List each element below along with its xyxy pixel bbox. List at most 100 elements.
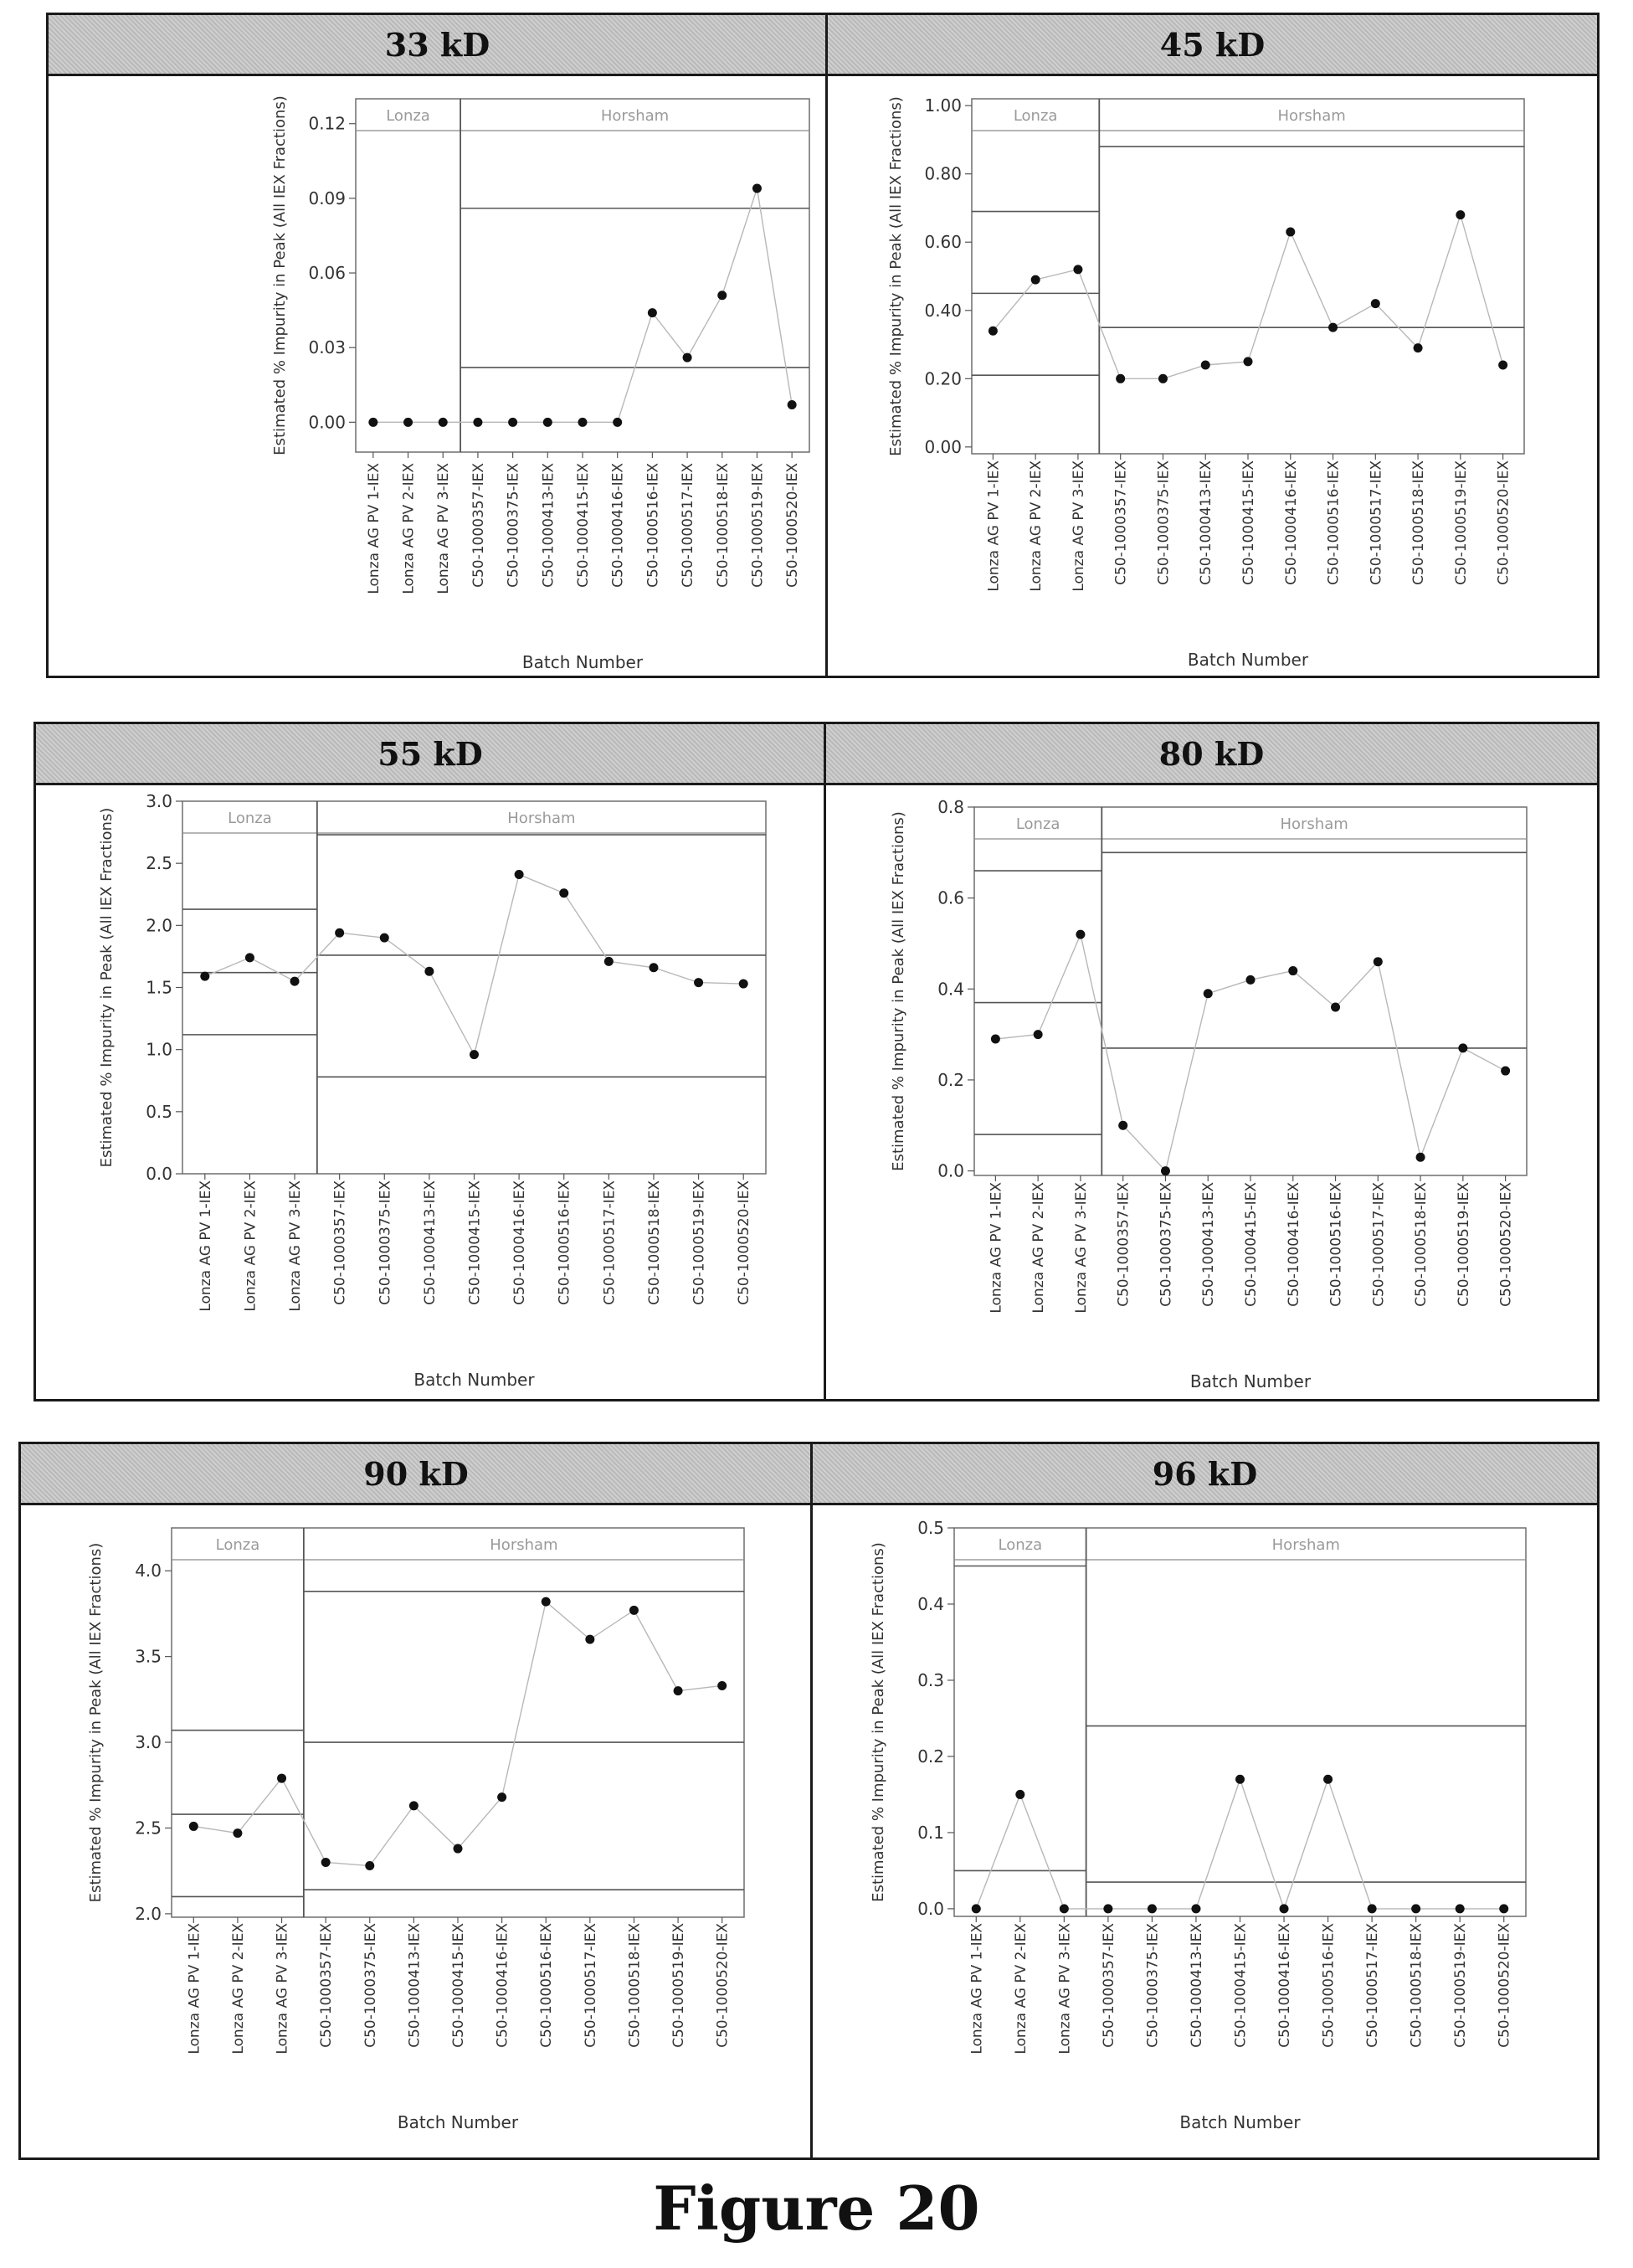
chart-panel-96kd: 96 kD Lonza Horsham 0.0 0.1 0.2 0.3 0.4 0.5 Esti…	[810, 1442, 1600, 2160]
group-label: Horsham	[601, 107, 669, 125]
x-tick-label: C50-1000519-IEX	[1453, 460, 1470, 585]
y-axis-label: Estimated % Impurity in Peak (All IEX Fr…	[271, 95, 289, 455]
data-point	[438, 417, 448, 427]
data-point	[1288, 966, 1298, 976]
x-tick-label: Lonza AG PV 1-IEX	[366, 463, 383, 594]
data-point	[473, 417, 483, 427]
x-tick-label: C50-1000518-IEX	[626, 1923, 643, 2048]
y-tick-label: 0.60	[924, 232, 962, 252]
data-point	[453, 1844, 463, 1854]
x-tick-label: Lonza AG PV 2-IEX	[230, 1923, 247, 2055]
group-label: Lonza	[1016, 815, 1060, 833]
plot-frame	[971, 98, 1525, 455]
panel-title: 90 kD	[363, 1454, 469, 1493]
data-point	[1370, 299, 1380, 309]
chart-panel-33kd: 33 kD Lonza Horsham 0.00 0.03 0.06 0.09 0.12 Es…	[46, 13, 829, 678]
data-point	[321, 1857, 331, 1867]
y-tick-label: 0.2	[937, 1070, 964, 1090]
y-tick-label: 3.0	[146, 791, 172, 811]
group-label: Lonza	[1014, 107, 1058, 125]
x-tick-label: C50-1000357-IEX	[1101, 1923, 1117, 2048]
panel-header: 55 kD	[36, 724, 824, 785]
chart-svg: Lonza Horsham 0.00 0.20 0.40 0.60 0.80 1.00 Esti…	[887, 95, 1525, 670]
data-point	[542, 417, 552, 427]
x-tick-label: C50-1000516-IEX	[538, 1923, 555, 2048]
x-tick-label: C50-1000375-IEX	[1155, 460, 1172, 585]
y-tick-label: 1.00	[924, 95, 962, 116]
y-tick-label: 0.6	[937, 888, 964, 908]
data-point	[629, 1605, 639, 1615]
panel-title: 45 kD	[1159, 25, 1266, 64]
data-point	[368, 417, 378, 427]
y-tick-label: 0.8	[937, 797, 964, 817]
data-point	[1059, 1904, 1069, 1914]
data-point	[1033, 1030, 1043, 1040]
y-tick-label: 0.12	[308, 114, 346, 134]
panel-title: 33 kD	[384, 25, 490, 64]
plot-frame	[355, 98, 810, 453]
chart-panel-45kd: 45 kD Lonza Horsham 0.00 0.20 0.40 0.60 0.80 1.…	[825, 13, 1600, 678]
data-point	[1458, 1043, 1468, 1053]
x-tick-label: C50-1000415-IEX	[1240, 460, 1257, 585]
x-tick-label: C50-1000357-IEX	[1116, 1182, 1132, 1307]
x-tick-label: C50-1000520-IEX	[736, 1180, 752, 1305]
data-point	[1456, 210, 1466, 220]
data-point	[1158, 373, 1168, 383]
x-tick-label: C50-1000415-IEX	[450, 1923, 467, 2048]
x-tick-label: Lonza AG PV 2-IEX	[1028, 460, 1045, 592]
data-point	[971, 1904, 981, 1914]
panel-header: 80 kD	[826, 724, 1597, 785]
x-tick-label: Lonza AG PV 3-IEX	[435, 463, 452, 594]
x-tick-label: C50-1000520-IEX	[1497, 1923, 1513, 2048]
data-point	[277, 1773, 287, 1783]
group-label: Horsham	[507, 810, 575, 827]
data-point	[408, 1801, 419, 1811]
panel-header: 90 kD	[21, 1444, 811, 1505]
data-point	[738, 979, 748, 989]
x-tick-label: C50-1000416-IEX	[610, 463, 627, 588]
x-tick-label: C50-1000357-IEX	[318, 1923, 335, 2048]
data-point	[188, 1821, 198, 1831]
data-point	[717, 1680, 727, 1690]
data-point	[1118, 1120, 1128, 1130]
y-tick-label: 0.80	[924, 164, 962, 184]
x-tick-label: C50-1000375-IEX	[362, 1923, 379, 2048]
y-tick-label: 0.00	[308, 412, 346, 432]
x-tick-label: C50-1000518-IEX	[715, 463, 732, 588]
x-tick-label: C50-1000518-IEX	[646, 1180, 663, 1305]
x-tick-label: C50-1000413-IEX	[406, 1923, 423, 2048]
data-point	[647, 308, 657, 318]
data-point	[1073, 265, 1083, 275]
panel-title: 96 kD	[1152, 1454, 1258, 1493]
x-tick-label: C50-1000517-IEX	[680, 463, 696, 588]
data-point	[514, 870, 524, 880]
x-tick-label: C50-1000416-IEX	[1276, 1923, 1293, 2048]
data-point	[1413, 343, 1423, 353]
data-point	[990, 1034, 1000, 1044]
x-tick-label: C50-1000413-IEX	[540, 463, 557, 588]
x-tick-label: C50-1000375-IEX	[1144, 1923, 1161, 2048]
data-point	[1160, 1166, 1170, 1176]
group-label: Lonza	[386, 107, 430, 125]
y-tick-label: 0.0	[937, 1161, 964, 1181]
y-tick-label: 3.0	[135, 1732, 162, 1752]
x-tick-label: C50-1000416-IEX	[1283, 460, 1300, 585]
x-tick-label: C50-1000516-IEX	[1328, 1182, 1345, 1307]
x-tick-label: C50-1000520-IEX	[784, 463, 801, 588]
x-tick-label: C50-1000520-IEX	[715, 1923, 732, 2048]
x-tick-label: C50-1000517-IEX	[1368, 460, 1384, 585]
data-point	[1147, 1904, 1157, 1914]
data-point	[717, 291, 727, 301]
x-axis-label: Batch Number	[398, 2112, 519, 2132]
data-point	[335, 928, 345, 938]
y-tick-label: 1.0	[146, 1040, 172, 1060]
x-tick-label: C50-1000416-IEX	[511, 1180, 528, 1305]
data-point	[1498, 360, 1508, 370]
x-tick-label: C50-1000517-IEX	[1370, 1182, 1387, 1307]
data-point	[470, 1050, 479, 1060]
y-tick-label: 0.40	[924, 301, 962, 321]
x-tick-label: C50-1000413-IEX	[1198, 460, 1214, 585]
y-axis-label: Estimated % Impurity in Peak (All IEX Fr…	[87, 1543, 105, 1903]
x-tick-label: Lonza AG PV 3-IEX	[275, 1923, 291, 2055]
y-tick-label: 2.5	[146, 853, 172, 873]
